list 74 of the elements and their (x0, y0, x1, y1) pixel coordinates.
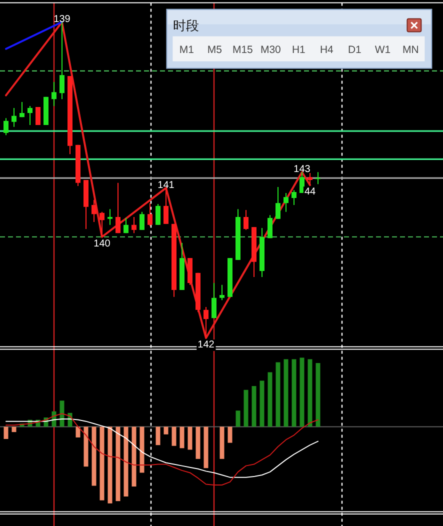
candlestick (108, 208, 112, 226)
text: D1 (348, 44, 362, 56)
bar (244, 390, 248, 427)
bar (228, 426, 232, 443)
annotation: M1 (179, 44, 194, 56)
bar (316, 363, 320, 427)
annotation: M5 (207, 44, 222, 56)
text: 142 (198, 340, 215, 350)
candlestick (164, 187, 168, 224)
candlestick (212, 282, 216, 319)
bar (252, 386, 256, 427)
bar (116, 426, 120, 502)
bar (60, 400, 64, 427)
bar (308, 359, 312, 427)
candlestick (52, 82, 56, 107)
text: MN (402, 44, 419, 56)
candlestick (204, 306, 208, 338)
bar (300, 358, 304, 427)
candlestick (244, 210, 248, 230)
annotation: H4 (320, 44, 334, 56)
bar (124, 426, 128, 496)
bar (4, 426, 8, 439)
bar (260, 380, 264, 427)
candlestick (124, 217, 128, 234)
bar (292, 359, 296, 427)
candlestick (148, 202, 152, 227)
candlestick (92, 199, 96, 223)
bar (276, 362, 280, 427)
bar (180, 426, 184, 448)
candlestick (308, 172, 312, 186)
candlestick (132, 216, 136, 234)
bar (140, 426, 144, 473)
annotation: 141 (158, 180, 175, 191)
bar (100, 426, 104, 500)
bar (156, 426, 160, 446)
candlestick (12, 107, 16, 128)
candlestick (4, 118, 8, 136)
candlestick (20, 101, 24, 118)
candlestick (156, 204, 160, 226)
bar (188, 426, 192, 450)
text: 时段 (173, 18, 200, 34)
bar (284, 359, 288, 427)
candlestick (28, 106, 32, 126)
bar (12, 426, 16, 432)
candlestick (220, 284, 224, 301)
candlestick (284, 192, 288, 212)
bar (108, 426, 112, 504)
candlestick (300, 172, 304, 194)
bar (236, 410, 240, 427)
text: W1 (374, 44, 391, 56)
annotation: M30 (260, 44, 282, 56)
candlestick (60, 22, 64, 100)
bar (196, 426, 200, 459)
candlestick (100, 211, 104, 238)
annotation: 44 (304, 186, 316, 198)
candlestick (316, 172, 320, 185)
candlestick (268, 214, 272, 239)
bar (92, 426, 96, 486)
annotation: M15 (232, 44, 254, 56)
bar (220, 426, 224, 459)
annotation: H1 (292, 44, 306, 56)
annotation: 140 (94, 238, 111, 250)
bar (204, 426, 208, 468)
bar (268, 372, 272, 427)
candlestick (140, 211, 144, 230)
annotation: 143 (294, 164, 311, 176)
candlestick (116, 182, 120, 234)
bar (172, 426, 176, 446)
candlestick (292, 190, 296, 206)
bar (132, 426, 136, 487)
candlestick (276, 186, 280, 220)
bar (84, 426, 88, 467)
bar (76, 426, 80, 438)
bar (164, 426, 168, 434)
